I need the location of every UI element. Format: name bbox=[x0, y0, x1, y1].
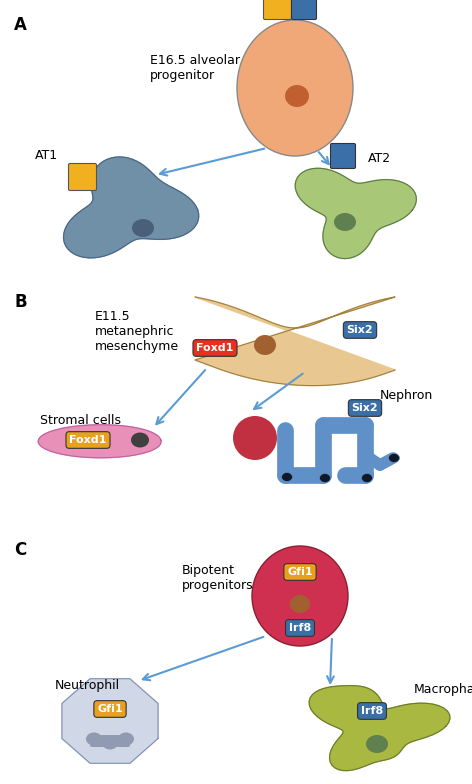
Text: C: C bbox=[14, 541, 26, 559]
Text: Nephron: Nephron bbox=[380, 389, 433, 401]
Polygon shape bbox=[64, 157, 199, 258]
Ellipse shape bbox=[388, 453, 399, 463]
Text: E16.5 alveolar
progenitor: E16.5 alveolar progenitor bbox=[150, 54, 240, 82]
Text: AT1: AT1 bbox=[35, 148, 58, 162]
Ellipse shape bbox=[254, 335, 276, 355]
Ellipse shape bbox=[334, 213, 356, 231]
Text: A: A bbox=[14, 16, 27, 34]
Text: Foxd1: Foxd1 bbox=[69, 435, 107, 445]
Ellipse shape bbox=[362, 474, 372, 482]
Text: Neutrophil: Neutrophil bbox=[55, 680, 120, 692]
Text: Irf8: Irf8 bbox=[289, 623, 311, 633]
Text: Gfi1: Gfi1 bbox=[287, 567, 313, 577]
Ellipse shape bbox=[290, 595, 310, 613]
Polygon shape bbox=[309, 686, 450, 771]
Ellipse shape bbox=[131, 433, 149, 448]
Text: AT2: AT2 bbox=[368, 151, 391, 165]
Ellipse shape bbox=[132, 219, 154, 237]
Ellipse shape bbox=[285, 85, 309, 107]
Polygon shape bbox=[195, 297, 395, 386]
FancyBboxPatch shape bbox=[90, 735, 130, 747]
Text: Irf8: Irf8 bbox=[361, 706, 383, 716]
FancyBboxPatch shape bbox=[292, 0, 317, 20]
Ellipse shape bbox=[252, 546, 348, 646]
Text: Six2: Six2 bbox=[347, 325, 373, 335]
FancyBboxPatch shape bbox=[263, 0, 292, 20]
Text: Bipotent
progenitors: Bipotent progenitors bbox=[182, 564, 253, 592]
Ellipse shape bbox=[237, 20, 353, 156]
FancyBboxPatch shape bbox=[330, 143, 355, 169]
Text: Gfi1: Gfi1 bbox=[97, 704, 123, 714]
Ellipse shape bbox=[102, 736, 118, 750]
Text: Six2: Six2 bbox=[352, 403, 379, 413]
Polygon shape bbox=[38, 425, 161, 458]
Ellipse shape bbox=[320, 474, 330, 482]
Ellipse shape bbox=[86, 732, 102, 746]
Text: Foxd1: Foxd1 bbox=[196, 343, 234, 353]
Ellipse shape bbox=[118, 732, 134, 746]
Text: Stromal cells: Stromal cells bbox=[40, 413, 121, 426]
Text: B: B bbox=[14, 293, 26, 311]
Text: Macrophage: Macrophage bbox=[414, 683, 472, 695]
Polygon shape bbox=[295, 169, 416, 259]
Ellipse shape bbox=[233, 416, 277, 460]
Ellipse shape bbox=[366, 735, 388, 753]
Ellipse shape bbox=[281, 473, 293, 481]
Polygon shape bbox=[62, 679, 158, 764]
FancyBboxPatch shape bbox=[68, 164, 96, 191]
Text: E11.5
metanephric
mesenchyme: E11.5 metanephric mesenchyme bbox=[95, 310, 179, 353]
